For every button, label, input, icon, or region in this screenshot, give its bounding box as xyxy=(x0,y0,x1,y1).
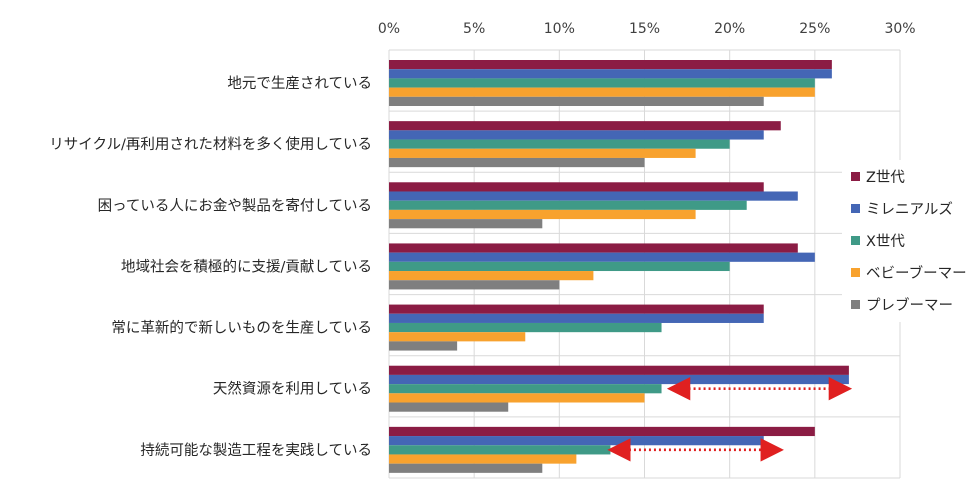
x-tick-label: 5% xyxy=(463,21,485,37)
bar xyxy=(389,191,798,201)
bars xyxy=(389,60,849,473)
bar xyxy=(389,121,781,131)
category-label: 天然資源を利用している xyxy=(213,381,372,398)
bar xyxy=(389,280,560,290)
bar xyxy=(389,463,543,473)
legend-swatch xyxy=(851,204,860,213)
x-tick-label: 25% xyxy=(799,21,830,37)
legend-swatch xyxy=(851,300,860,309)
legend-background xyxy=(842,160,970,322)
x-tick-label: 10% xyxy=(544,21,575,37)
legend-label: プレブーマー xyxy=(866,296,953,314)
bar xyxy=(389,332,526,342)
bar xyxy=(389,304,764,314)
bar xyxy=(389,365,849,375)
bar xyxy=(389,436,764,446)
bar xyxy=(389,445,611,455)
bar xyxy=(389,182,764,192)
legend-swatch xyxy=(851,172,860,181)
bar xyxy=(389,402,509,412)
bar xyxy=(389,87,815,97)
category-labels: 地元で生産されているリサイクル/再利用された材料を多く使用している困っている人に… xyxy=(49,75,372,459)
annotations xyxy=(607,377,853,462)
bar xyxy=(389,252,815,262)
bar xyxy=(389,313,764,323)
x-axis-ticks: 0% 5% 10% 15% 20% 25% 30% xyxy=(378,21,916,37)
bar xyxy=(389,209,696,220)
bar xyxy=(389,374,849,385)
bar xyxy=(389,78,815,88)
bar xyxy=(389,341,458,351)
legend-swatch xyxy=(851,236,860,245)
legend-swatch xyxy=(851,268,860,277)
bar xyxy=(389,69,832,79)
bar xyxy=(389,157,645,168)
bar xyxy=(389,243,798,253)
category-label: 困っている人にお金や製品を寄付している xyxy=(98,196,372,214)
bar xyxy=(389,384,662,394)
category-label: 地域社会を積極的に支援/貢献している xyxy=(121,258,372,275)
bar xyxy=(389,139,730,149)
category-label: リサイクル/再利用された材料を多く使用している xyxy=(49,136,372,153)
bar xyxy=(389,200,747,210)
bar xyxy=(389,393,645,403)
legend-label: Z世代 xyxy=(866,169,905,186)
legend-label: X世代 xyxy=(866,233,905,250)
bar xyxy=(389,219,543,229)
bar xyxy=(389,271,594,281)
category-label: 地元で生産されている xyxy=(227,75,372,92)
x-tick-label: 0% xyxy=(378,21,400,37)
x-tick-label: 15% xyxy=(629,21,660,37)
x-tick-label: 30% xyxy=(884,21,915,37)
x-tick-label: 20% xyxy=(714,21,745,37)
bar xyxy=(389,261,730,272)
bar xyxy=(389,148,696,158)
category-label: 持続可能な製造工程を実践している xyxy=(140,442,372,459)
category-label: 常に革新的で新しいものを生産している xyxy=(111,320,372,337)
bar xyxy=(389,96,764,106)
legend-label: ミレニアルズ xyxy=(866,201,953,218)
bar xyxy=(389,322,662,333)
bar xyxy=(389,60,832,70)
bar xyxy=(389,426,815,437)
bar xyxy=(389,130,764,140)
bar xyxy=(389,454,577,464)
legend-label: ベビーブーマー xyxy=(866,264,967,282)
